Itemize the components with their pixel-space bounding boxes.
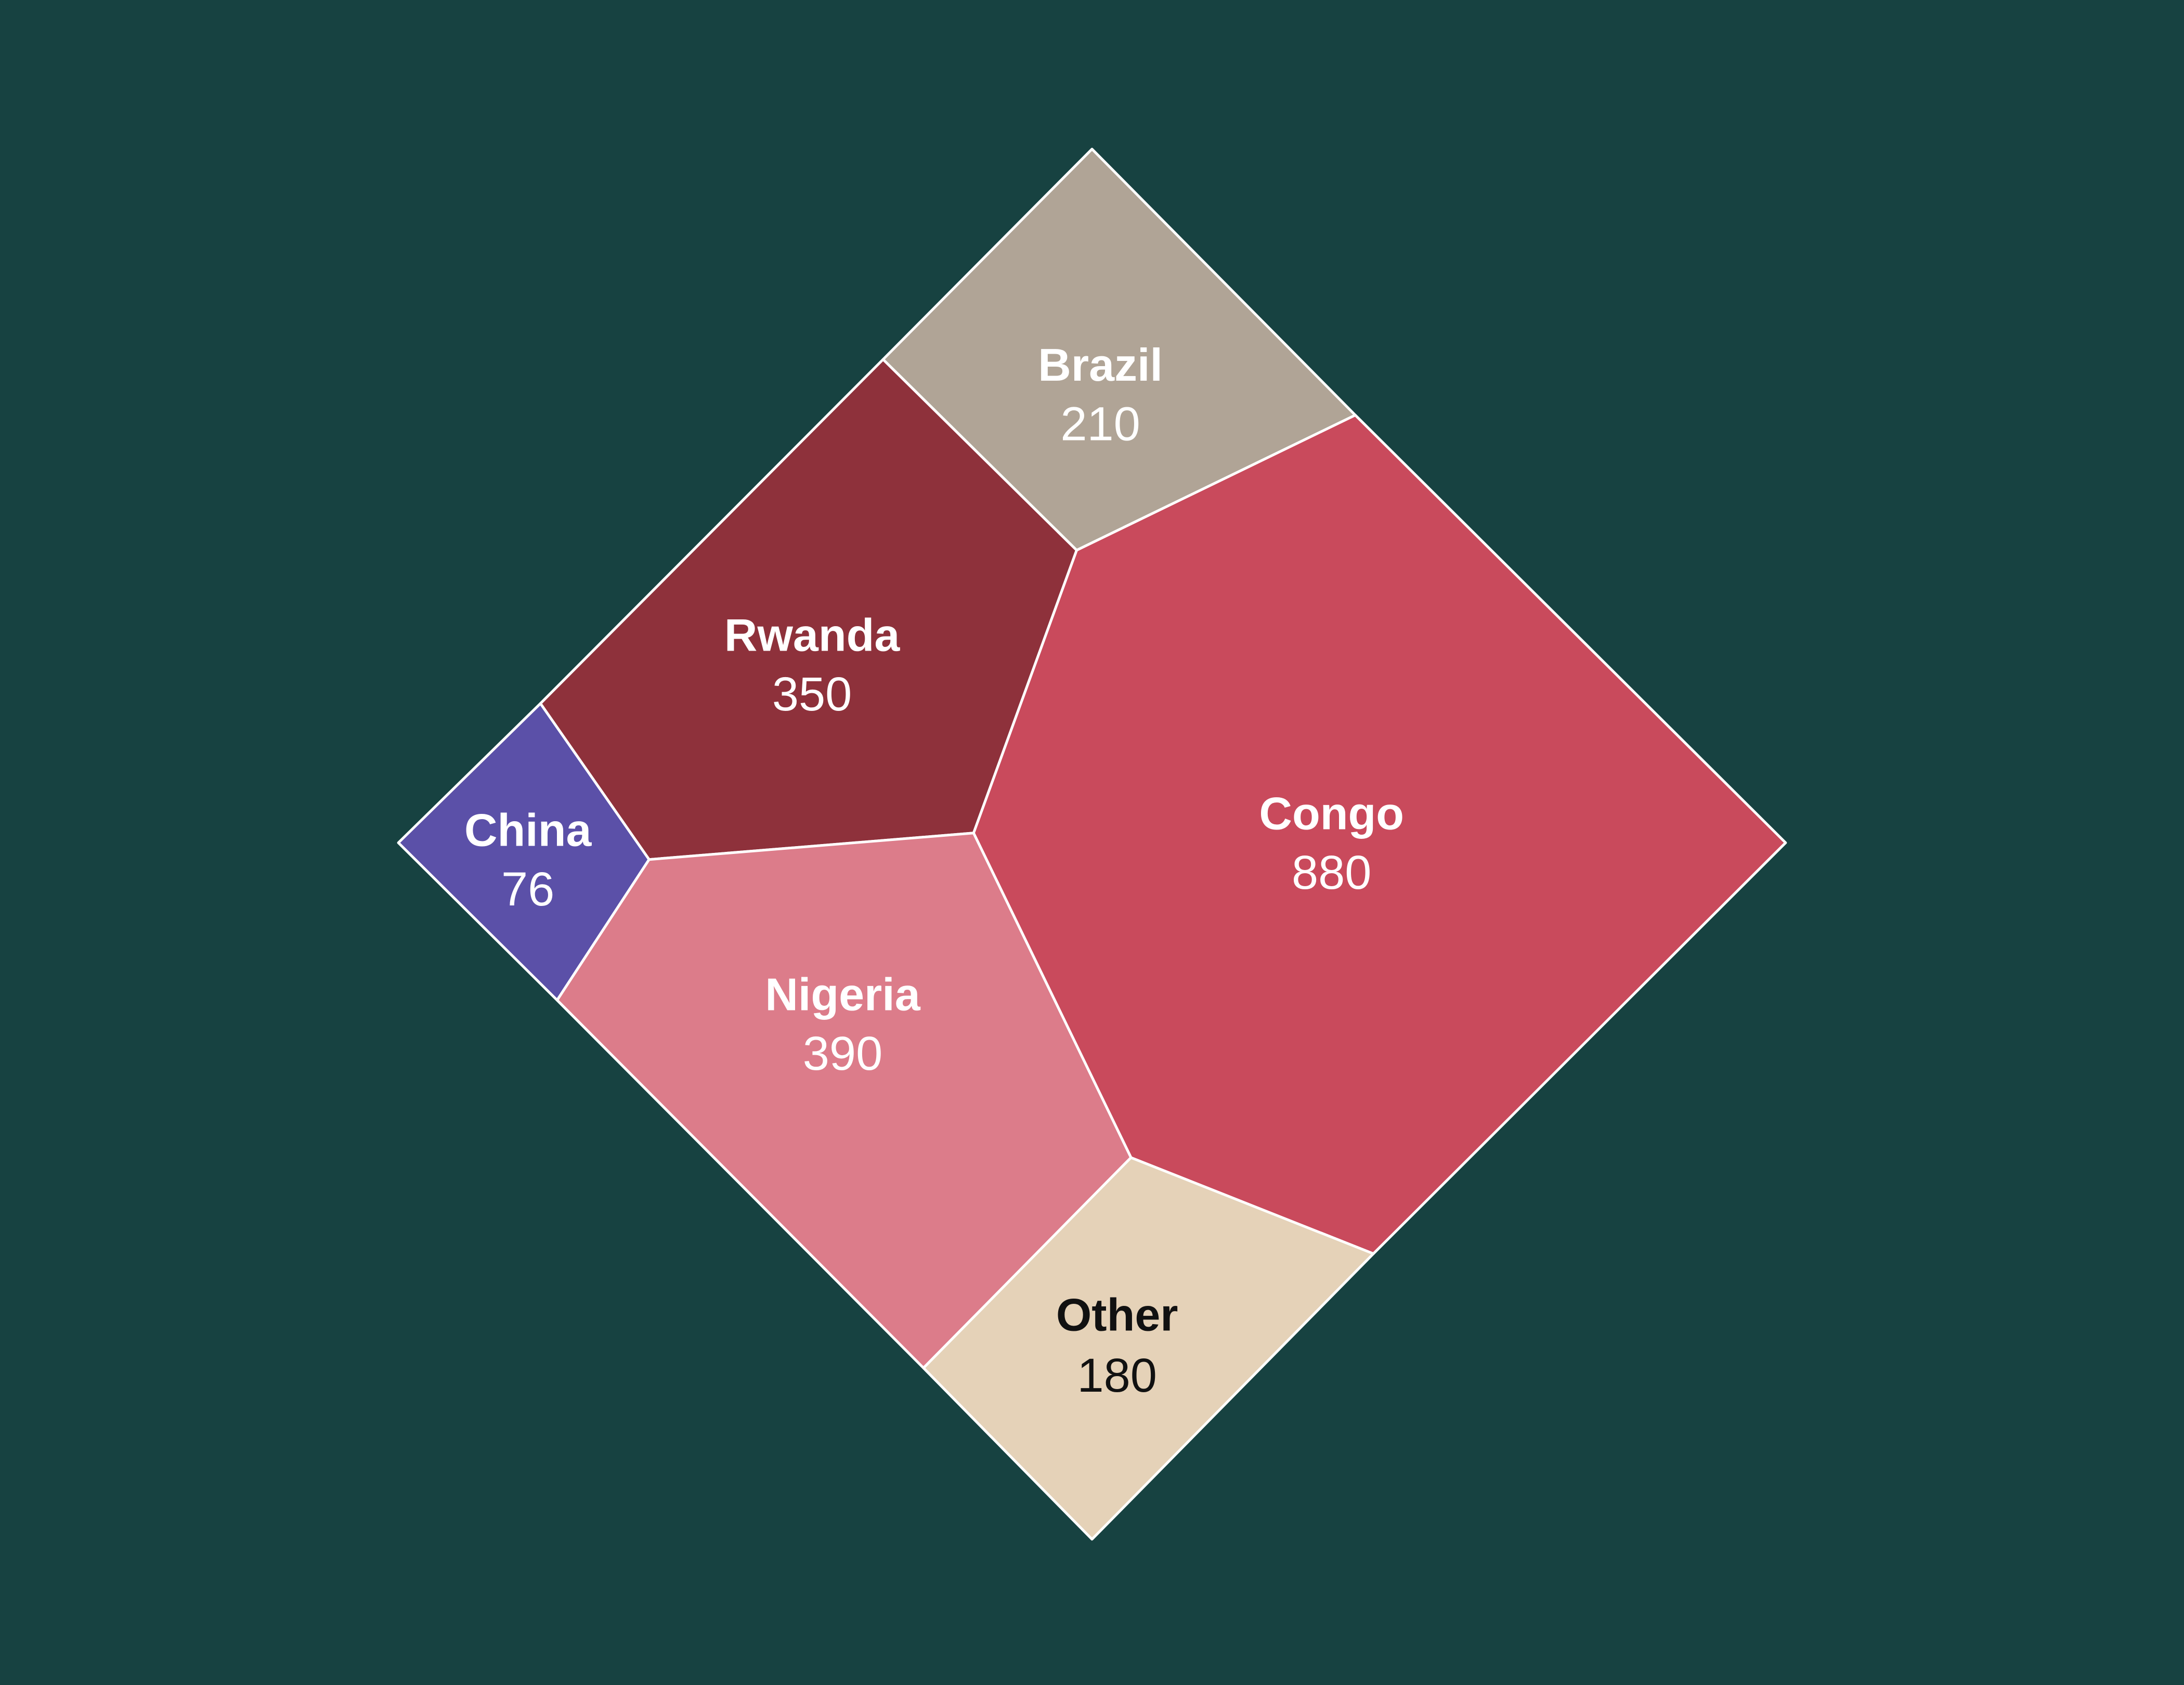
cell-label-rwanda: Rwanda (724, 609, 900, 660)
cell-value-china: 76 (501, 863, 554, 916)
cell-other (922, 1156, 1375, 1541)
cell-value-congo: 880 (1292, 846, 1372, 899)
cell-value-rwanda: 350 (772, 668, 852, 721)
cells-layer (397, 148, 1787, 1541)
cell-value-other: 180 (1077, 1349, 1157, 1402)
cell-label-brazil: Brazil (1038, 339, 1163, 391)
cell-value-nigeria: 390 (803, 1027, 883, 1080)
labels-layer: Brazil 210 Rwanda 350 Congo 880 China 76 Nigeria… (464, 339, 1404, 1402)
cell-label-nigeria: Nigeria (765, 969, 920, 1020)
cell-label-china: China (464, 804, 592, 856)
cell-label-congo: Congo (1259, 787, 1404, 839)
cell-value-brazil: 210 (1060, 397, 1140, 450)
cell-label-other: Other (1056, 1289, 1178, 1341)
